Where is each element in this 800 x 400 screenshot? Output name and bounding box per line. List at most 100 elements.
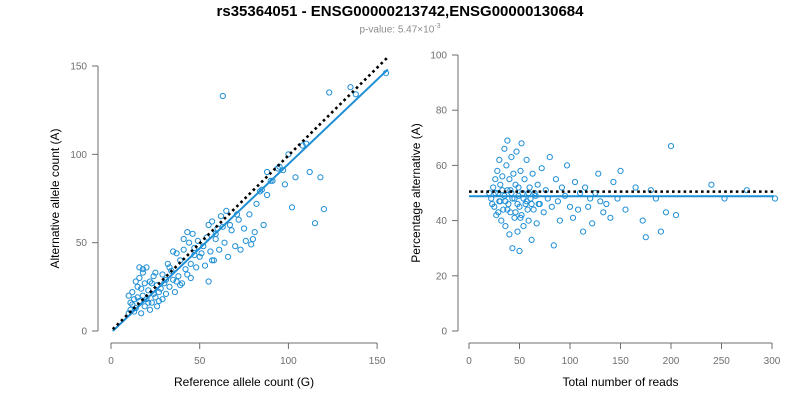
data-point [632, 184, 639, 191]
data-point [529, 170, 536, 177]
data-point [242, 237, 249, 244]
data-point [173, 278, 180, 285]
data-point [212, 236, 219, 243]
data-point [502, 198, 509, 205]
data-point [186, 239, 193, 246]
x-axis-title: Reference allele count (G) [174, 375, 314, 389]
data-point [306, 168, 313, 176]
data-point [509, 245, 516, 252]
data-point [490, 184, 497, 191]
data-point [617, 167, 624, 174]
data-point [642, 234, 649, 241]
data-point [131, 296, 138, 303]
data-point [212, 230, 219, 237]
data-point [146, 278, 154, 285]
data-point [523, 156, 530, 163]
data-point [138, 310, 145, 317]
data-point [575, 206, 582, 213]
data-point [771, 195, 779, 202]
data-point [221, 239, 228, 246]
data-point [187, 260, 194, 267]
y-tick-label: 40 [436, 216, 448, 227]
x-tick-label: 200 [663, 356, 680, 367]
data-point [657, 228, 665, 235]
data-point [168, 267, 175, 274]
data-point [518, 212, 525, 219]
data-point [264, 191, 271, 199]
data-point [139, 269, 146, 276]
data-point [743, 187, 750, 194]
y-axis-title: Alternative allele count (A) [48, 128, 62, 268]
data-point [563, 162, 571, 169]
data-point [194, 237, 201, 244]
data-point [501, 145, 508, 152]
data-point [129, 289, 136, 296]
data-point [326, 89, 333, 96]
x-tick-label: 250 [713, 356, 730, 367]
data-point [241, 225, 248, 232]
data-point [198, 250, 205, 257]
data-point [540, 209, 547, 216]
data-point [506, 231, 513, 238]
data-point [225, 253, 232, 260]
data-point [288, 204, 296, 211]
data-point [352, 91, 359, 98]
data-point [546, 154, 553, 161]
data-point [525, 217, 532, 224]
data-point [129, 301, 136, 308]
y-tick-label: 150 [70, 62, 87, 73]
x-tick-label: 50 [194, 356, 206, 367]
data-point [170, 276, 177, 283]
data-point [138, 285, 145, 292]
reference-line [111, 56, 389, 331]
data-point [639, 217, 646, 224]
data-point [184, 271, 191, 278]
data-point [548, 203, 555, 210]
data-point [258, 186, 265, 193]
data-point [184, 229, 191, 236]
data-point [667, 143, 675, 150]
data-point [152, 269, 159, 276]
data-point [267, 177, 274, 184]
data-point [139, 266, 146, 273]
data-point [528, 200, 535, 208]
data-point [141, 303, 148, 310]
data-point [504, 137, 511, 144]
data-point [589, 220, 596, 227]
data-point [597, 198, 604, 205]
data-point [533, 220, 540, 227]
y-tick-label: 60 [436, 161, 448, 172]
data-point [134, 283, 141, 290]
data-point [177, 282, 184, 289]
data-point [498, 217, 505, 224]
data-point [187, 274, 194, 282]
data-point [622, 206, 629, 213]
data-point [512, 209, 519, 216]
data-point [175, 273, 182, 280]
data-point [515, 184, 522, 191]
data-point [535, 200, 542, 208]
data-point [148, 299, 155, 306]
data-point [538, 165, 545, 172]
data-point [311, 220, 319, 227]
data-point [276, 163, 283, 170]
data-point [127, 299, 134, 306]
data-point [143, 264, 150, 271]
data-point [178, 280, 186, 287]
data-point [264, 168, 271, 176]
data-point [196, 253, 203, 260]
data-point [708, 181, 715, 188]
data-point [550, 242, 557, 249]
data-point [607, 214, 614, 221]
data-point [237, 246, 244, 253]
data-point [513, 148, 520, 155]
x-tick-label: 50 [514, 356, 526, 367]
x-axis-title: Total number of reads [562, 375, 678, 389]
data-point [662, 209, 670, 216]
data-point [219, 92, 226, 100]
data-point [503, 162, 510, 169]
data-point [517, 214, 524, 221]
data-point [511, 214, 518, 221]
data-point [528, 236, 535, 243]
